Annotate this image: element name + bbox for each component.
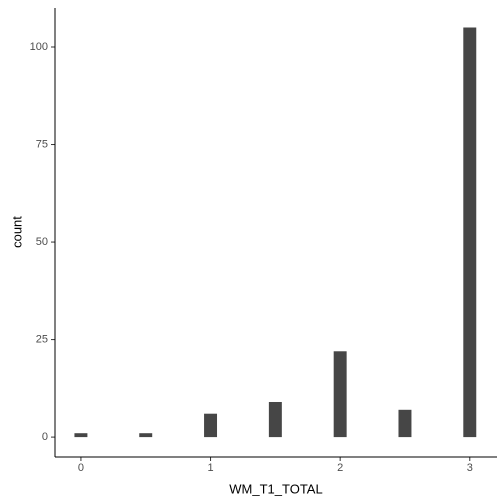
bar [74, 433, 88, 438]
bar [463, 27, 477, 438]
y-tick-label: 50 [36, 236, 48, 248]
x-tick-label: 3 [467, 462, 473, 474]
bar [333, 351, 347, 438]
y-tick-label: 25 [36, 333, 48, 345]
x-tick-label: 0 [78, 462, 84, 474]
bar [398, 409, 412, 438]
x-axis-title: WM_T1_TOTAL [229, 481, 322, 496]
y-tick-label: 75 [36, 138, 48, 150]
y-tick-label: 100 [30, 41, 48, 53]
x-tick-label: 1 [207, 462, 213, 474]
bar [139, 433, 153, 438]
y-tick-label: 0 [42, 431, 48, 443]
y-axis-title: count [9, 216, 24, 248]
bar [268, 401, 282, 438]
x-tick-label: 2 [337, 462, 343, 474]
bar [204, 413, 218, 438]
